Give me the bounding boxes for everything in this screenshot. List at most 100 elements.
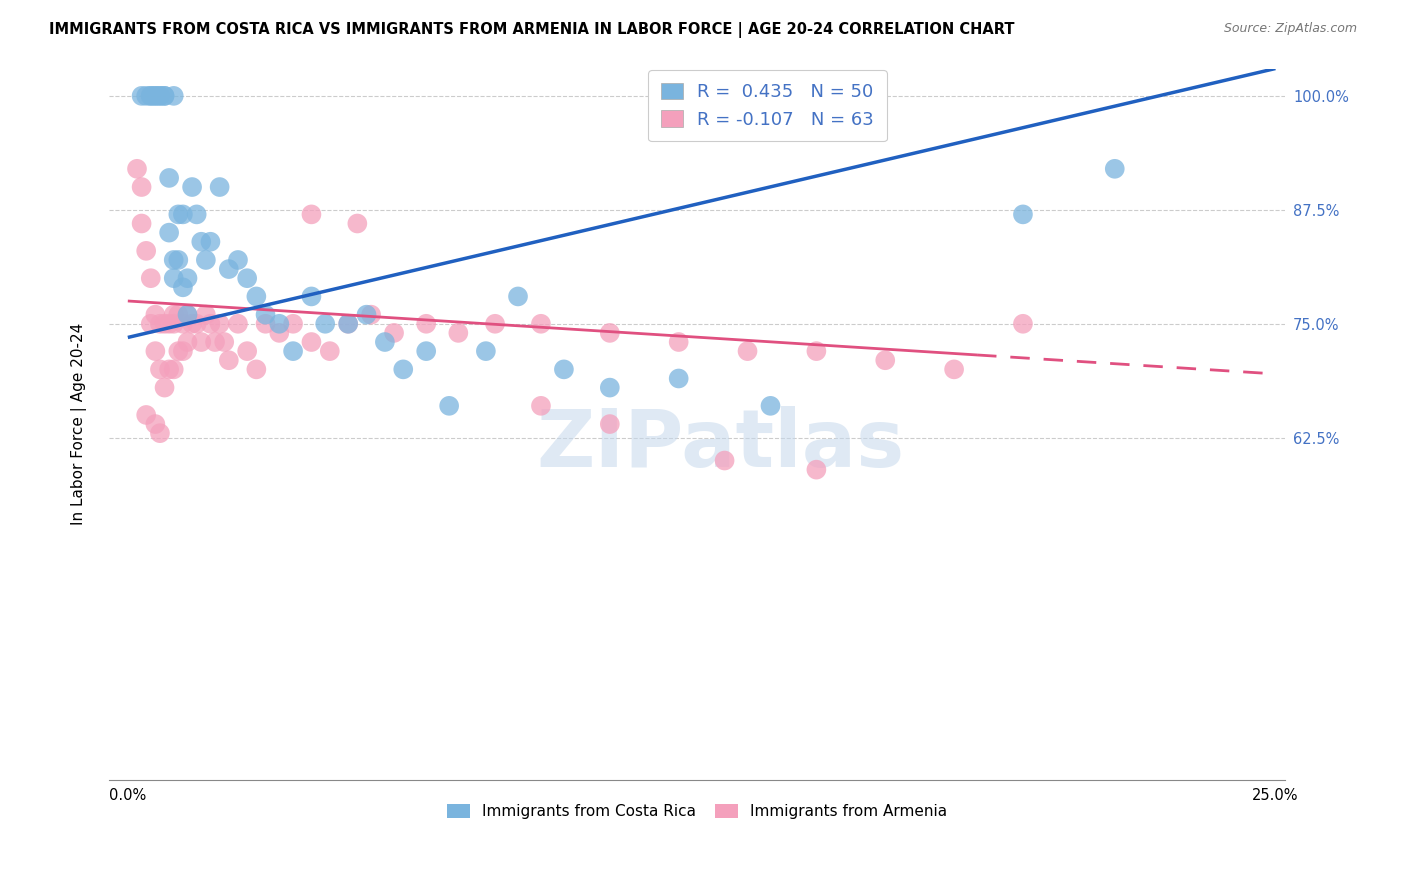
Legend: Immigrants from Costa Rica, Immigrants from Armenia: Immigrants from Costa Rica, Immigrants f… (441, 798, 953, 825)
Point (668, 371, 690, 385)
Point (163, 88, 186, 103)
Point (176, 271, 198, 285)
Point (301, 334, 323, 349)
Point (475, 344, 498, 359)
Point (149, 88, 172, 103)
Point (281, 344, 304, 359)
Point (301, 207, 323, 221)
Point (208, 180, 231, 194)
Point (218, 262, 240, 277)
Point (254, 308, 277, 322)
Point (530, 399, 553, 413)
Point (139, 88, 162, 103)
Point (415, 344, 437, 359)
Point (200, 317, 222, 331)
Point (245, 362, 267, 376)
Point (269, 317, 291, 331)
Point (172, 207, 194, 221)
Point (281, 317, 304, 331)
Point (200, 235, 222, 249)
Point (236, 271, 259, 285)
Point (131, 217, 153, 231)
Point (218, 353, 240, 368)
Point (153, 88, 176, 103)
Point (157, 317, 180, 331)
Y-axis label: In Labor Force | Age 20-24: In Labor Force | Age 20-24 (72, 323, 87, 525)
Point (943, 362, 966, 376)
Text: ZIPatlas: ZIPatlas (537, 407, 904, 484)
Point (360, 308, 382, 322)
Point (1104, 161, 1126, 176)
Point (172, 317, 194, 331)
Point (245, 289, 267, 303)
Point (145, 344, 167, 359)
Point (506, 289, 529, 303)
Point (269, 326, 291, 340)
Point (176, 308, 198, 322)
Point (484, 317, 506, 331)
Point (530, 317, 553, 331)
Point (167, 308, 190, 322)
Point (337, 317, 360, 331)
Point (1012, 317, 1035, 331)
Point (186, 317, 208, 331)
Point (131, 180, 153, 194)
Point (1012, 207, 1035, 221)
Point (236, 344, 259, 359)
Text: IMMIGRANTS FROM COSTA RICA VS IMMIGRANTS FROM ARMENIA IN LABOR FORCE | AGE 20-24: IMMIGRANTS FROM COSTA RICA VS IMMIGRANTS… (49, 22, 1015, 38)
Point (226, 252, 249, 267)
Point (157, 362, 180, 376)
Point (135, 88, 157, 103)
Point (149, 426, 172, 441)
Point (139, 271, 162, 285)
Point (382, 326, 405, 340)
Point (806, 463, 828, 477)
Point (301, 289, 323, 303)
Point (149, 88, 172, 103)
Point (163, 308, 186, 322)
Point (392, 362, 415, 376)
Point (668, 334, 690, 349)
Point (254, 317, 277, 331)
Point (356, 308, 378, 322)
Point (135, 408, 157, 422)
Point (737, 344, 759, 359)
Point (186, 207, 208, 221)
Point (374, 334, 396, 349)
Point (337, 317, 360, 331)
Point (163, 362, 186, 376)
Point (759, 399, 782, 413)
Point (153, 317, 176, 331)
Point (172, 280, 194, 294)
Point (176, 308, 198, 322)
Point (447, 326, 470, 340)
Point (806, 344, 828, 359)
Point (149, 362, 172, 376)
Point (139, 317, 162, 331)
Point (190, 235, 212, 249)
Point (163, 271, 186, 285)
Point (145, 88, 167, 103)
Text: Source: ZipAtlas.com: Source: ZipAtlas.com (1223, 22, 1357, 36)
Point (167, 207, 190, 221)
Point (319, 344, 342, 359)
Point (204, 334, 226, 349)
Point (181, 317, 204, 331)
Point (163, 317, 186, 331)
Point (415, 317, 437, 331)
Point (135, 244, 157, 258)
Point (131, 88, 153, 103)
Point (163, 252, 186, 267)
Point (713, 453, 735, 467)
Point (167, 344, 190, 359)
Point (125, 161, 148, 176)
Point (181, 180, 204, 194)
Point (139, 88, 162, 103)
Point (167, 252, 190, 267)
Point (157, 226, 180, 240)
Point (208, 317, 231, 331)
Point (190, 334, 212, 349)
Point (145, 88, 167, 103)
Point (157, 170, 180, 185)
Point (553, 362, 575, 376)
